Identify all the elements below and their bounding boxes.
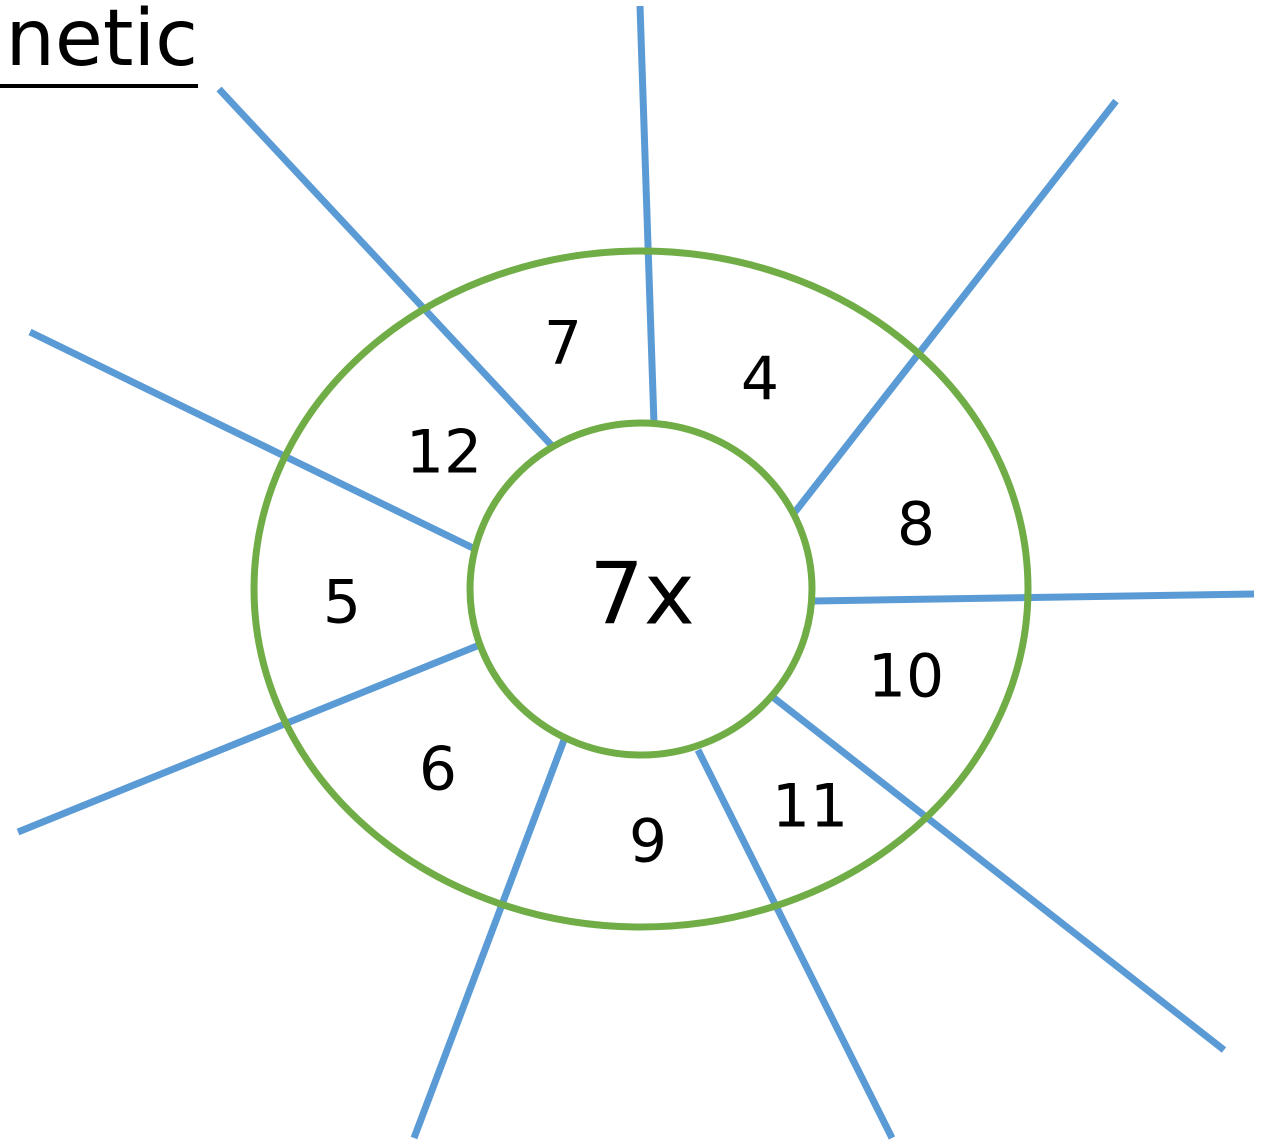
spoke-top [636, 5, 658, 425]
ring-number-8: 5 [323, 568, 361, 638]
spoke-top-right [792, 98, 1119, 515]
ring-number-3: 8 [897, 490, 935, 560]
outer-ring [250, 247, 1032, 931]
ring-number-9: 12 [406, 418, 482, 488]
spokes [16, 5, 1255, 1140]
spoke-right [813, 590, 1255, 605]
ring-number-1: 7 [544, 309, 582, 379]
ring-number-2: 4 [741, 345, 779, 415]
spoke-bottom-right-lower [694, 748, 896, 1140]
inner-circle [466, 419, 816, 759]
ring-number-5: 11 [772, 772, 848, 842]
spoke-left-lower [16, 642, 479, 836]
center-label: 7x [589, 544, 695, 644]
spoke-top-left [216, 86, 557, 451]
spoke-left-upper [28, 328, 477, 553]
spoke-bottom-right [771, 695, 1227, 1053]
title: netic [0, 0, 198, 88]
ring-numbers: 7 4 8 10 11 9 6 5 12 [323, 309, 944, 877]
ring-number-7: 6 [419, 735, 457, 805]
spoke-bottom-left [410, 738, 568, 1140]
title-text: netic [5, 0, 198, 84]
ring-number-6: 9 [629, 807, 667, 877]
ring-number-4: 10 [868, 642, 944, 712]
